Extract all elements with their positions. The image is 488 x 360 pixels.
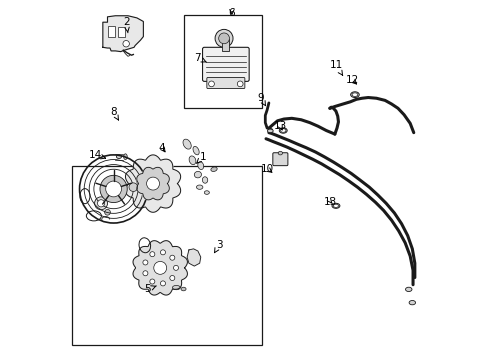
Text: 1: 1 bbox=[196, 152, 206, 163]
Ellipse shape bbox=[202, 177, 207, 183]
Circle shape bbox=[149, 252, 155, 257]
Circle shape bbox=[105, 181, 121, 197]
Text: 3: 3 bbox=[214, 239, 222, 253]
Ellipse shape bbox=[181, 287, 185, 291]
Ellipse shape bbox=[333, 204, 338, 207]
Circle shape bbox=[104, 210, 110, 215]
Text: 12: 12 bbox=[345, 75, 358, 85]
Ellipse shape bbox=[204, 191, 209, 194]
FancyBboxPatch shape bbox=[206, 77, 244, 89]
Ellipse shape bbox=[280, 129, 285, 132]
Circle shape bbox=[218, 33, 229, 44]
Circle shape bbox=[129, 183, 137, 192]
Circle shape bbox=[122, 41, 129, 47]
Bar bbox=[72, 166, 262, 345]
Ellipse shape bbox=[279, 128, 286, 133]
Bar bbox=[221, 40, 228, 51]
Text: 6: 6 bbox=[228, 8, 235, 18]
Ellipse shape bbox=[331, 203, 339, 208]
Ellipse shape bbox=[123, 154, 127, 159]
Ellipse shape bbox=[405, 287, 411, 292]
Ellipse shape bbox=[210, 167, 217, 171]
Circle shape bbox=[142, 260, 147, 265]
Bar bbox=[108, 26, 115, 37]
Circle shape bbox=[149, 279, 155, 284]
Ellipse shape bbox=[267, 129, 273, 133]
Text: 9: 9 bbox=[257, 93, 265, 106]
Polygon shape bbox=[102, 16, 143, 51]
Ellipse shape bbox=[172, 285, 180, 290]
Ellipse shape bbox=[351, 93, 357, 96]
Ellipse shape bbox=[196, 185, 203, 189]
Circle shape bbox=[153, 261, 166, 274]
Bar bbox=[183, 15, 262, 108]
Polygon shape bbox=[187, 249, 201, 266]
Bar bbox=[118, 27, 124, 37]
Circle shape bbox=[94, 197, 107, 210]
Ellipse shape bbox=[189, 156, 196, 165]
Ellipse shape bbox=[193, 147, 199, 155]
Text: 5: 5 bbox=[144, 284, 156, 294]
Circle shape bbox=[146, 177, 159, 190]
Ellipse shape bbox=[183, 139, 191, 149]
Text: 4: 4 bbox=[159, 143, 165, 153]
Ellipse shape bbox=[197, 162, 203, 170]
Circle shape bbox=[100, 175, 127, 203]
Text: 14: 14 bbox=[89, 150, 105, 160]
Polygon shape bbox=[137, 167, 169, 200]
Circle shape bbox=[97, 200, 104, 207]
Circle shape bbox=[169, 255, 175, 260]
Text: 8: 8 bbox=[110, 107, 118, 120]
Text: 2: 2 bbox=[122, 17, 129, 33]
Polygon shape bbox=[125, 155, 180, 212]
Circle shape bbox=[208, 81, 214, 87]
FancyBboxPatch shape bbox=[272, 153, 287, 166]
Circle shape bbox=[142, 271, 147, 276]
Circle shape bbox=[237, 81, 243, 87]
Text: 13: 13 bbox=[273, 121, 286, 131]
Circle shape bbox=[215, 30, 233, 47]
Circle shape bbox=[160, 281, 165, 286]
Ellipse shape bbox=[194, 171, 201, 178]
Polygon shape bbox=[133, 241, 187, 295]
Text: 11: 11 bbox=[328, 60, 342, 76]
Ellipse shape bbox=[116, 155, 121, 158]
Text: 10: 10 bbox=[261, 164, 274, 174]
Ellipse shape bbox=[408, 301, 415, 305]
Circle shape bbox=[169, 275, 175, 280]
Text: 7: 7 bbox=[194, 53, 206, 63]
Ellipse shape bbox=[350, 92, 359, 98]
Text: 13: 13 bbox=[323, 197, 337, 207]
FancyBboxPatch shape bbox=[202, 47, 249, 81]
Ellipse shape bbox=[278, 151, 282, 155]
Circle shape bbox=[160, 250, 165, 255]
Circle shape bbox=[173, 265, 178, 270]
